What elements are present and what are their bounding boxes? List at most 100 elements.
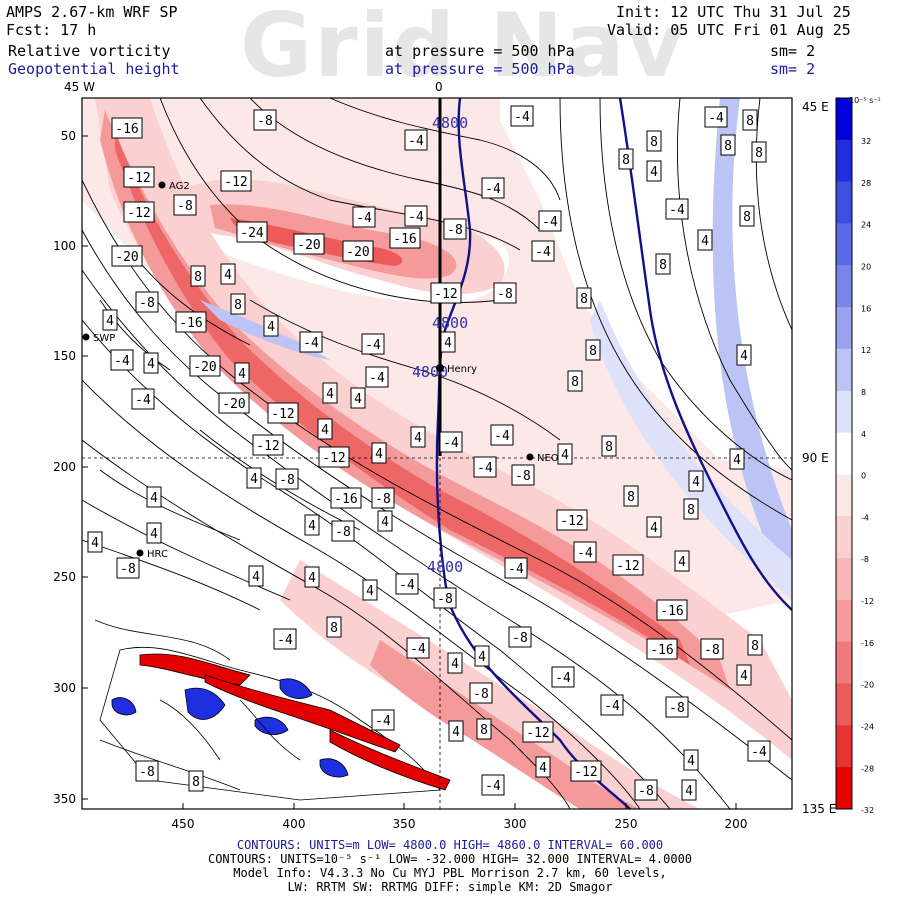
contour-label: 4 (87, 531, 103, 553)
svg-text:4: 4 (701, 234, 709, 249)
colorbar-label: -16 (861, 639, 874, 648)
svg-text:-8: -8 (497, 287, 513, 302)
svg-text:-16: -16 (115, 122, 138, 137)
contour-label: 8 (476, 718, 492, 740)
colorbar-swatch (836, 390, 852, 434)
contour-label: 8 (618, 148, 634, 170)
contour-label: -4 (481, 774, 505, 796)
svg-text:-4: -4 (508, 562, 524, 577)
contour-label: 4 (322, 382, 338, 404)
svg-text:4: 4 (250, 472, 258, 487)
contour-label: -8 (493, 282, 517, 304)
svg-text:8: 8 (192, 775, 200, 790)
station-dot-henry (436, 364, 444, 372)
contour-label: 8 (230, 293, 246, 315)
y-axis-ticks: 50 100 150 200 250 300 350 (53, 129, 88, 806)
colorbar-label: -4 (861, 513, 869, 522)
colorbar-label: -12 (861, 597, 874, 606)
colorbar-swatch (836, 181, 852, 224)
svg-text:-8: -8 (669, 701, 685, 716)
svg-text:-8: -8 (704, 643, 720, 658)
contour-label: -20 (189, 355, 221, 377)
svg-text:-4: -4 (542, 215, 558, 230)
colorbar-swatch (836, 307, 852, 350)
colorbar-swatch (836, 599, 852, 643)
svg-text:-12: -12 (256, 439, 279, 454)
svg-text:-8: -8 (335, 525, 351, 540)
svg-text:-12: -12 (127, 171, 150, 186)
contour-label: -12 (612, 554, 644, 576)
contour-label: -8 (371, 487, 395, 509)
y-tick-label: 300 (53, 681, 76, 695)
svg-text:8: 8 (580, 292, 588, 307)
contour-label: -4 (404, 205, 428, 227)
contour-label: 4 (146, 486, 162, 508)
contour-label: 8 (576, 287, 592, 309)
terrain-noise-cluster (94, 619, 451, 801)
contour-label: -8 (433, 587, 457, 609)
footer-vorticity-contours: CONTOURS: UNITS=10⁻⁵ s⁻¹ LOW= -32.000 HI… (207, 852, 693, 866)
svg-text:-8: -8 (375, 492, 391, 507)
colorbar-label: -32 (861, 806, 874, 815)
contour-label: -16 (175, 311, 207, 333)
contour-label: 4 (371, 442, 387, 464)
svg-text:-4: -4 (356, 211, 372, 226)
svg-text:-8: -8 (177, 199, 193, 214)
svg-text:8: 8 (622, 153, 630, 168)
svg-text:-4: -4 (399, 578, 415, 593)
lon-label-0: 0 (435, 80, 443, 94)
contour-label: -4 (404, 129, 428, 151)
svg-text:-16: -16 (650, 643, 673, 658)
svg-text:-4: -4 (751, 745, 767, 760)
contour-label: 4 (234, 362, 250, 384)
svg-text:-8: -8 (437, 592, 453, 607)
contour-label: -12 (556, 509, 588, 531)
svg-text:8: 8 (751, 639, 759, 654)
contour-label: -12 (522, 721, 554, 743)
svg-text:4: 4 (150, 527, 158, 542)
contour-label: -8 (469, 682, 493, 704)
svg-text:4: 4 (650, 521, 658, 536)
contour-label: -4 (439, 431, 463, 453)
contour-label: 8 (742, 109, 758, 131)
station-dot-hrc (136, 549, 144, 557)
svg-text:4: 4 (444, 336, 452, 351)
contour-label: -4 (352, 206, 376, 228)
contour-label: -4 (481, 177, 505, 199)
colorbar-swatch (836, 516, 852, 559)
contour-label: 4 (304, 514, 320, 536)
svg-text:4: 4 (452, 725, 460, 740)
contour-label: -4 (531, 240, 555, 262)
svg-text:8: 8 (480, 723, 488, 738)
contour-label: -4 (473, 456, 497, 478)
contour-label: 4 (317, 418, 333, 440)
contour-label: -4 (573, 541, 597, 563)
contour-label: 4 (646, 516, 662, 538)
y-tick-label: 100 (53, 239, 76, 253)
colorbar-label: 4 (861, 430, 866, 439)
svg-text:4: 4 (308, 571, 316, 586)
station-dot-swp (82, 333, 90, 341)
footer-physics-info: LW: RRTM SW: RRTMG DIFF: simple KM: 2D S… (287, 880, 613, 894)
lower-band-core (370, 640, 640, 809)
svg-text:-4: -4 (277, 633, 293, 648)
colorbar-swatch (836, 139, 852, 183)
contour-label: -12 (220, 170, 252, 192)
svg-text:8: 8 (627, 490, 635, 505)
svg-text:8: 8 (650, 135, 658, 150)
contour-label: 4 (350, 387, 366, 409)
vorticity-contours (82, 98, 792, 809)
svg-text:-4: -4 (514, 110, 530, 125)
station-label-ag2: AG2 (169, 181, 190, 192)
svg-text:-8: -8 (139, 765, 155, 780)
contour-label: 8 (720, 134, 736, 156)
lon-label-45w: 45 W (64, 80, 95, 94)
svg-text:-8: -8 (638, 784, 654, 799)
contour-label: -4 (490, 424, 514, 446)
contour-label: 8 (747, 634, 763, 656)
svg-text:-8: -8 (512, 631, 528, 646)
contour-label: 4 (535, 756, 551, 778)
svg-text:4: 4 (740, 349, 748, 364)
contour-label: -8 (665, 696, 689, 718)
